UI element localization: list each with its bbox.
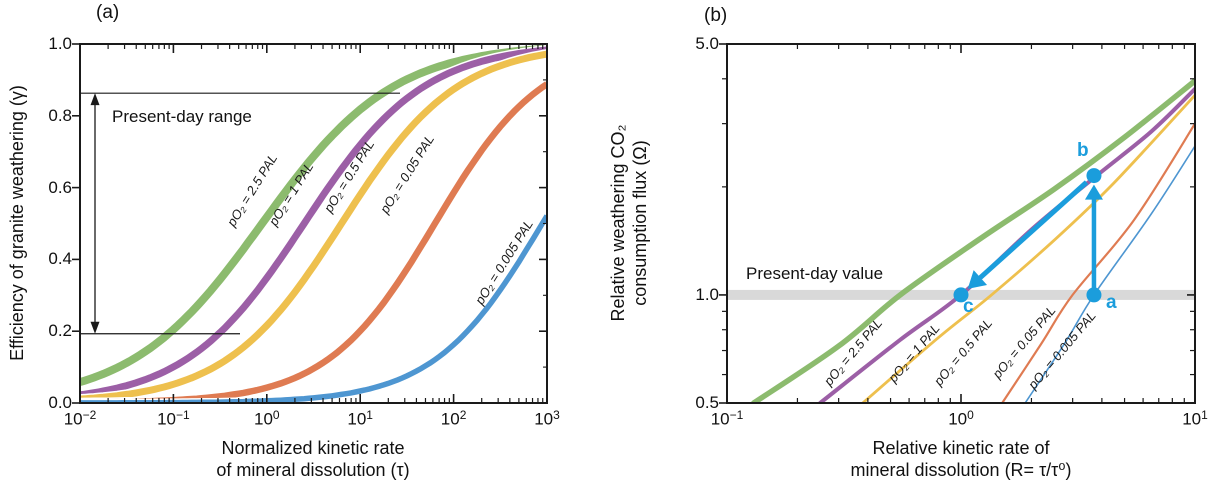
panel-a-x-axis-title-line2: of mineral dissolution (τ) [216,460,410,480]
x-tick-label-a-10e3: 103 [534,408,560,429]
y-tick-label-a-0.8: 0.8 [48,105,72,125]
panel-b-y-axis-title-line2: consumption flux (Ω) [630,140,650,306]
y-tick-label-a-0.6: 0.6 [48,177,72,197]
curve-a-pO2-2.5PAL [80,44,547,386]
panel-a-curves [80,44,547,403]
curve-b-pO2-0.05PAL [1001,122,1195,403]
panel-b-curves [750,78,1195,403]
y-tick-label-b-1.0: 1.0 [695,284,719,304]
y-tick-label-b-5.0: 5.0 [695,34,719,53]
panel-b-y-axis-title: Relative weathering CO₂ consumption flux… [607,124,651,321]
x-tick-label-b-10e1: 101 [1182,408,1208,429]
x-tick-label-a-10e2: 102 [440,408,467,429]
range-arrowhead-down [90,321,100,334]
x-tick-label-a-10e-1: 10−1 [157,408,190,429]
curve-b-pO2-0.5PAL [861,93,1195,403]
x-tick-label-b-10e0: 100 [948,408,974,429]
x-tick-label-a-10e1: 101 [347,408,373,429]
panel-b-letter: (b) [704,5,728,26]
panel-b-y-axis-title-line1: Relative weathering CO₂ [608,124,628,322]
panel-b-x-axis-title: Relative kinetic rate of mineral dissolu… [850,437,1071,481]
panel-a-y-axis-title: Efficiency of granite weathering (γ) [7,85,27,361]
point-a-label: a [1106,292,1117,313]
y-tick-label-a-1.0: 1.0 [48,34,72,53]
panel-b-x-axis-title-line2: mineral dissolution (R= τ/τ⁰) [850,460,1072,480]
x-tick-label-b-10e-1: 10−1 [710,408,744,429]
curve-a-pO2-0.5PAL [80,50,547,403]
curve-b-pO2-2.5PAL [750,78,1195,403]
arrow-b-to-c-shaft [978,180,1089,280]
panel-a-x-axis-title-line1: Normalized kinetic rate [221,438,405,458]
y-tick-label-a-0.0: 0.0 [48,393,72,412]
x-tick-label-a-10e0: 100 [253,408,280,429]
point-c-label: c [963,296,974,317]
y-tick-label-a-0.2: 0.2 [48,321,72,341]
present-day-value-label: Present-day value [746,264,884,283]
panel-a-x-axis-title: Normalized kinetic rate of mineral disso… [216,437,409,481]
panel-b-x-axis-title-line1: Relative kinetic rate of [872,438,1050,458]
point-a-dot [1086,287,1102,303]
y-tick-label-a-0.4: 0.4 [48,249,72,269]
x-tick-label-a-10e-2: 10−2 [63,408,97,429]
present-day-range-label: Present-day range [112,107,252,126]
y-tick-label-b-0.5: 0.5 [695,393,719,412]
point-b-dot [1086,168,1102,184]
curve-a-pO2-1PAL [80,46,547,399]
range-arrowhead-up [90,93,100,106]
point-b-label: b [1077,140,1089,161]
panel-a-letter: (a) [96,2,120,23]
arrow-b-to-c-head [967,270,988,289]
point-c-dot [953,287,969,303]
arrow-a-to-b-head [1084,184,1103,200]
